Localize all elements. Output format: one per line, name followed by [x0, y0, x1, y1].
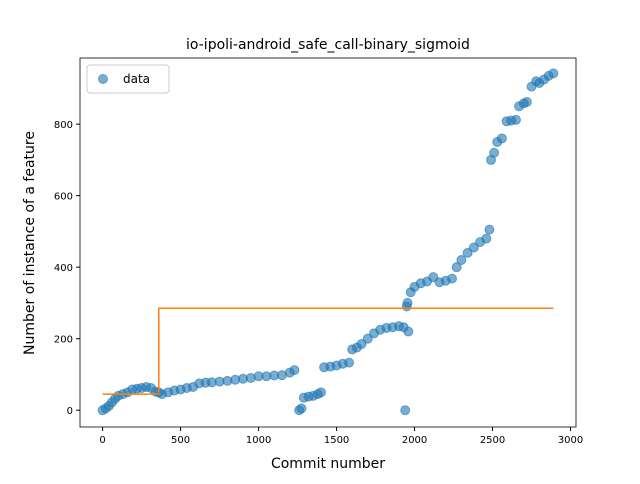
data-point — [451, 262, 462, 273]
data-point — [403, 326, 414, 337]
plot-frame — [79, 57, 577, 428]
data-point — [489, 147, 500, 158]
y-tick-label: 0 — [67, 406, 73, 417]
data-point — [548, 68, 559, 79]
data-point — [296, 403, 307, 414]
data-point — [362, 333, 373, 344]
x-axis-label: Commit number — [271, 456, 385, 472]
data-point — [462, 247, 473, 258]
data-point — [344, 357, 355, 368]
data-point — [315, 387, 326, 398]
data-point — [510, 114, 521, 125]
x-tick-label: 2500 — [480, 435, 505, 446]
y-tick-label: 600 — [54, 192, 73, 203]
data-point — [521, 96, 532, 107]
data-point — [289, 365, 300, 376]
x-tick-label: 0 — [99, 435, 105, 446]
legend-box — [86, 64, 170, 94]
y-tick-label: 400 — [54, 263, 73, 274]
x-tick-label: 3000 — [558, 435, 583, 446]
data-point — [400, 405, 411, 416]
x-tick-label: 500 — [171, 435, 190, 446]
data-point — [356, 339, 367, 350]
data-point — [447, 273, 457, 284]
y-tick-label: 800 — [54, 120, 73, 131]
x-tick-label: 1500 — [324, 435, 349, 446]
line — [102, 307, 554, 395]
legend-label: data — [123, 72, 150, 86]
legend-marker — [98, 74, 108, 84]
data-point — [496, 133, 507, 144]
y-tick-label: 200 — [54, 335, 73, 346]
chart-title: io-ipoli-android_safe_call-binary_sigmoi… — [186, 37, 470, 53]
x-tick-label: 1000 — [246, 435, 271, 446]
data-point — [484, 224, 495, 235]
data-point — [481, 233, 492, 244]
data-point — [402, 297, 413, 308]
x-tick-label: 2000 — [402, 435, 427, 446]
data-point — [468, 242, 479, 253]
y-axis-label: Number of instance of a feature — [22, 131, 38, 355]
data-point — [456, 255, 467, 266]
legend: data — [86, 64, 170, 94]
